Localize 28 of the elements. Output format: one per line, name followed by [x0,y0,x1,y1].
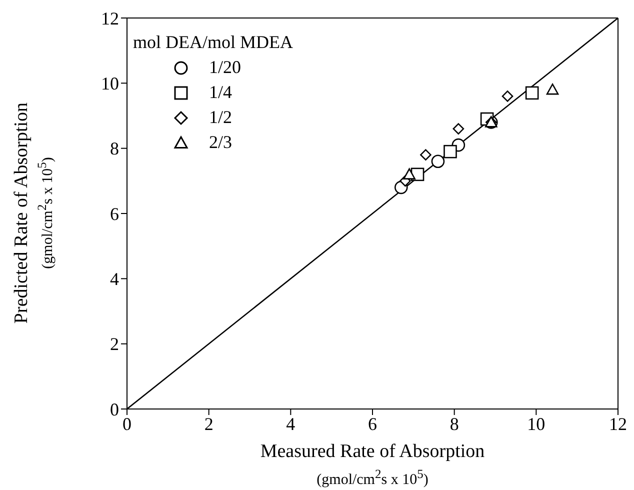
point [403,168,416,180]
point [420,149,432,160]
y-tick-label: 6 [110,204,119,224]
point [502,90,514,102]
y-tick-label: 10 [101,74,119,94]
point [525,86,539,100]
x-tick-label: 2 [204,414,214,434]
legend-label: 1/2 [209,106,232,129]
x-axis-title: Measured Rate of Absorption (gmol/cm$^{2}$s x 10$^{5}$) [259,441,486,489]
x-tick-label: 0 [122,414,132,434]
legend-label: 2/3 [209,131,232,154]
x-tick-label: 12 [609,414,627,434]
y-tick-label: 8 [110,138,119,159]
point [444,144,457,158]
legend-title: mol DEA/mol MDEA [133,31,293,54]
x-tick-label: 6 [368,414,377,434]
x-tick-label: 10 [527,414,546,434]
x-tick-label: 4 [286,414,296,434]
point [452,123,464,134]
y-tick-label: 2 [110,334,119,354]
legend-label: 1/4 [209,81,232,104]
legend-label: 1/20 [209,56,242,79]
y-tick-label: 0 [110,399,119,420]
y-tick-label: 4 [110,269,119,290]
y-tick-label: 12 [101,8,119,28]
point [431,154,445,168]
x-tick-label: 8 [450,414,459,434]
point [546,84,559,95]
